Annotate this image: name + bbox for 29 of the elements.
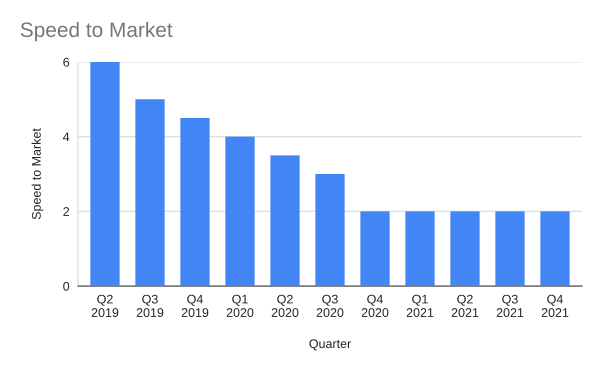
x-tick-label: Q1 2020 <box>226 294 254 318</box>
bar <box>540 211 570 286</box>
y-tick-label: 0 <box>63 282 70 291</box>
x-tick-label: Q2 2020 <box>272 294 298 318</box>
bar <box>315 174 345 286</box>
bar <box>135 99 165 286</box>
x-tick-label: Q4 2021 <box>542 294 568 318</box>
bar <box>90 62 120 286</box>
y-tick-label: 4 <box>63 132 70 142</box>
bar <box>225 136 255 286</box>
chart-title: Speed to Market <box>20 22 173 42</box>
x-tick-label: Q3 2019 <box>136 294 164 318</box>
bar <box>270 155 300 286</box>
bar <box>450 211 480 286</box>
x-tick-label: Q3 2020 <box>316 294 344 318</box>
x-tick-label: Q4 2020 <box>362 294 388 318</box>
x-tick-label: Q2 2021 <box>452 294 478 318</box>
y-axis-title: Speed to Market <box>32 128 44 220</box>
x-axis-title: Quarter <box>309 339 351 350</box>
y-tick-label: 2 <box>63 207 70 216</box>
bar <box>180 118 210 286</box>
bar <box>405 211 435 286</box>
x-tick-label: Q1 2021 <box>406 294 434 318</box>
bar <box>495 211 525 286</box>
y-tick-label: 6 <box>63 58 70 67</box>
x-tick-label: Q4 2019 <box>182 294 208 318</box>
x-tick-label: Q3 2021 <box>496 294 524 318</box>
bar <box>360 211 390 286</box>
x-tick-label: Q2 2019 <box>92 294 118 318</box>
